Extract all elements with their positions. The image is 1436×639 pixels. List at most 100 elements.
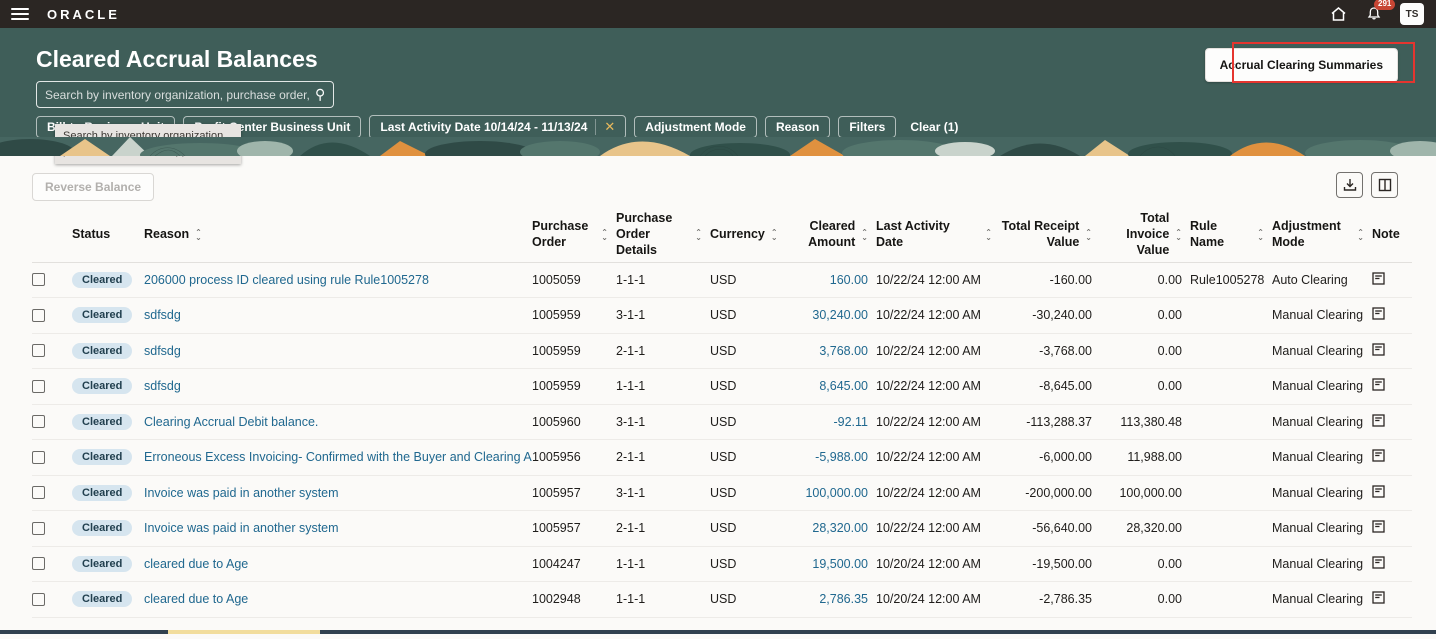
- purchase-order-cell: 1002948: [532, 581, 616, 618]
- row-checkbox[interactable]: [32, 557, 45, 571]
- user-avatar[interactable]: TS: [1400, 3, 1424, 25]
- status-badge: Cleared: [72, 413, 133, 430]
- note-icon[interactable]: [1372, 307, 1385, 323]
- total-receipt-value-cell: -2,786.35: [1000, 581, 1100, 618]
- table-row: Cleared sdfsdg 1005959 3-1-1 USD 30,240.00 10/…: [32, 297, 1412, 334]
- sort-icon[interactable]: ⌃ ⌄: [1357, 227, 1364, 242]
- notifications-bell-icon[interactable]: 291: [1364, 0, 1396, 24]
- table-row: Cleared sdfsdg 1005959 1-1-1 USD 8,645.00 10/2…: [32, 368, 1412, 405]
- row-checkbox[interactable]: [32, 308, 45, 322]
- row-checkbox[interactable]: [32, 450, 45, 464]
- note-icon[interactable]: [1372, 272, 1385, 288]
- note-icon[interactable]: [1372, 343, 1385, 359]
- reason-link[interactable]: Invoice was paid in another system: [144, 485, 339, 500]
- note-icon[interactable]: [1372, 591, 1385, 607]
- rule-name-cell: [1190, 297, 1272, 334]
- reason-link[interactable]: cleared due to Age: [144, 556, 249, 571]
- cleared-amount-link[interactable]: 19,500.00: [812, 556, 868, 571]
- filter-chip-adjustment-mode[interactable]: Adjustment Mode: [634, 116, 757, 138]
- cleared-amount-link[interactable]: 100,000.00: [805, 485, 868, 500]
- filter-chip-filters[interactable]: Filters: [838, 116, 897, 138]
- sort-icon[interactable]: ⌃ ⌄: [195, 227, 202, 242]
- total-invoice-value-cell: 0.00: [1100, 297, 1190, 334]
- row-checkbox[interactable]: [32, 592, 45, 606]
- sort-icon[interactable]: ⌃ ⌄: [985, 227, 992, 242]
- reason-link[interactable]: Erroneous Excess Invoicing- Confirmed wi…: [144, 450, 532, 465]
- rule-name-cell: [1190, 439, 1272, 476]
- sort-icon[interactable]: ⌃ ⌄: [1085, 227, 1092, 242]
- reason-link[interactable]: Clearing Accrual Debit balance.: [144, 414, 319, 429]
- row-checkbox[interactable]: [32, 486, 45, 500]
- purchase-order-cell: 1005959: [532, 333, 616, 369]
- reason-link[interactable]: 206000 process ID cleared using rule Rul…: [144, 272, 429, 287]
- total-receipt-value-cell: -19,500.00: [1000, 546, 1100, 582]
- accrual-clearing-summaries-button[interactable]: Accrual Clearing Summaries: [1204, 48, 1398, 82]
- note-icon[interactable]: [1372, 414, 1385, 430]
- reason-link[interactable]: sdfsdg: [144, 379, 181, 394]
- adjustment-mode-cell: Manual Clearing: [1272, 475, 1372, 511]
- cleared-amount-link[interactable]: 160.00: [829, 272, 868, 287]
- search-input-field[interactable]: [45, 87, 309, 102]
- adjustment-mode-cell: Manual Clearing: [1272, 404, 1372, 440]
- total-receipt-value-cell: -30,240.00: [1000, 297, 1100, 334]
- reason-link[interactable]: sdfsdg: [144, 308, 181, 323]
- cleared-amount-link[interactable]: -5,988.00: [815, 450, 868, 465]
- manage-columns-icon[interactable]: [1371, 172, 1398, 198]
- sort-icon[interactable]: ⌃ ⌄: [601, 227, 608, 242]
- sort-icon[interactable]: ⌃ ⌄: [1257, 227, 1264, 242]
- filter-chip-reason[interactable]: Reason: [764, 116, 831, 138]
- purchase-order-cell: 1005960: [532, 404, 616, 440]
- table-row: Cleared Invoice was paid in another syste…: [32, 510, 1412, 547]
- total-invoice-value-cell: 28,320.00: [1100, 510, 1190, 547]
- purchase-order-details-cell: 1-1-1: [616, 581, 710, 618]
- table-toolbar: Reverse Balance: [0, 156, 1436, 208]
- cleared-amount-link[interactable]: 2,786.35: [819, 592, 868, 607]
- sort-icon[interactable]: ⌃ ⌄: [1175, 227, 1182, 242]
- filter-chip-label: Adjustment Mode: [645, 120, 746, 134]
- horizontal-scrollbar-thumb[interactable]: [168, 630, 320, 634]
- cleared-amount-link[interactable]: 28,320.00: [812, 521, 868, 536]
- purchase-order-details-cell: 3-1-1: [616, 475, 710, 511]
- cleared-amount-link[interactable]: 3,768.00: [819, 343, 868, 358]
- reason-link[interactable]: cleared due to Age: [144, 592, 249, 607]
- reason-link[interactable]: Invoice was paid in another system: [144, 521, 339, 536]
- cleared-amount-link[interactable]: 30,240.00: [812, 308, 868, 323]
- search-input[interactable]: ⚲: [36, 81, 334, 108]
- adjustment-mode-cell: Manual Clearing: [1272, 368, 1372, 405]
- hamburger-menu-icon[interactable]: [11, 8, 29, 20]
- note-icon[interactable]: [1372, 520, 1385, 536]
- chip-close-icon[interactable]: ✕: [595, 119, 615, 135]
- note-icon[interactable]: [1372, 449, 1385, 465]
- note-icon[interactable]: [1372, 485, 1385, 501]
- row-checkbox[interactable]: [32, 379, 45, 393]
- horizontal-scrollbar-track[interactable]: [0, 630, 1436, 634]
- total-receipt-value-cell: -8,645.00: [1000, 368, 1100, 405]
- adjustment-mode-cell: Manual Clearing: [1272, 439, 1372, 476]
- reverse-balance-button[interactable]: Reverse Balance: [32, 173, 155, 201]
- filter-chip-last-activity-date-10-14-24-11-13-24[interactable]: Last Activity Date 10/14/24 - 11/13/24 ✕: [369, 115, 627, 139]
- table-row: Cleared sdfsdg 1005959 2-1-1 USD 3,768.00 10/2…: [32, 333, 1412, 369]
- sort-icon[interactable]: ⌃ ⌄: [770, 227, 778, 242]
- table-row: Cleared cleared due to Age 1004247 1-1-1 USD…: [32, 546, 1412, 582]
- row-checkbox[interactable]: [32, 521, 45, 535]
- status-badge: Cleared: [72, 591, 133, 608]
- total-receipt-value-cell: -113,288.37: [1000, 404, 1100, 440]
- note-icon[interactable]: [1372, 378, 1385, 394]
- reason-link[interactable]: sdfsdg: [144, 343, 181, 358]
- currency-cell: USD: [710, 368, 784, 405]
- clear-filters-link[interactable]: Clear (1): [910, 120, 959, 134]
- status-badge: Cleared: [72, 342, 133, 359]
- column-header-rule-name: Rule Name: [1190, 219, 1225, 249]
- download-icon[interactable]: [1336, 172, 1363, 198]
- cleared-amount-link[interactable]: -92.11: [833, 414, 868, 429]
- note-icon[interactable]: [1372, 556, 1385, 572]
- search-icon[interactable]: ⚲: [314, 86, 325, 102]
- sort-icon[interactable]: ⌃ ⌄: [695, 227, 702, 242]
- row-checkbox[interactable]: [32, 415, 45, 429]
- row-checkbox[interactable]: [32, 273, 45, 287]
- cleared-amount-link[interactable]: 8,645.00: [819, 379, 868, 394]
- sort-icon[interactable]: ⌃ ⌄: [861, 227, 868, 242]
- home-icon[interactable]: [1328, 4, 1348, 24]
- row-checkbox[interactable]: [32, 344, 45, 358]
- total-receipt-value-cell: -200,000.00: [1000, 475, 1100, 511]
